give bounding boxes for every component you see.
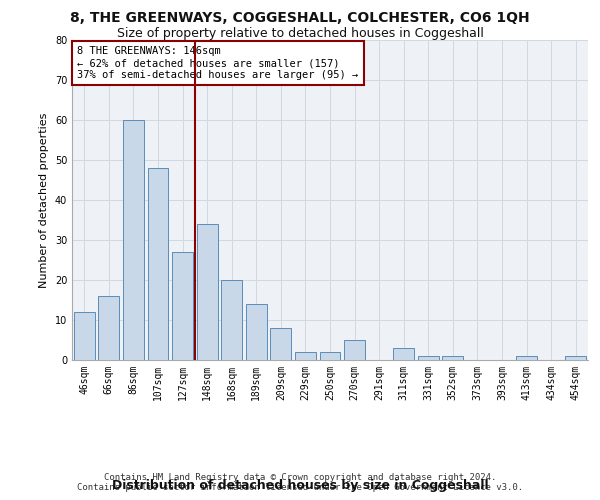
Bar (123, 120, 144, 360)
Bar (98, 296, 119, 360)
Bar (271, 328, 292, 360)
Bar (565, 356, 586, 360)
Bar (197, 224, 218, 360)
Text: Distribution of detached houses by size in Coggeshall: Distribution of detached houses by size … (112, 480, 488, 492)
Bar (320, 352, 340, 360)
Bar (172, 252, 193, 360)
Bar (295, 352, 316, 360)
Bar (148, 168, 169, 360)
Bar (393, 348, 414, 360)
Bar (442, 356, 463, 360)
Y-axis label: Number of detached properties: Number of detached properties (39, 112, 49, 288)
Bar (246, 304, 267, 360)
Bar (344, 340, 365, 360)
Bar (74, 312, 95, 360)
Text: Contains HM Land Registry data © Crown copyright and database right 2024.
Contai: Contains HM Land Registry data © Crown c… (77, 472, 523, 492)
Text: 8, THE GREENWAYS, COGGESHALL, COLCHESTER, CO6 1QH: 8, THE GREENWAYS, COGGESHALL, COLCHESTER… (70, 11, 530, 25)
Bar (221, 280, 242, 360)
Bar (418, 356, 439, 360)
Bar (516, 356, 537, 360)
Text: Size of property relative to detached houses in Coggeshall: Size of property relative to detached ho… (116, 28, 484, 40)
Text: 8 THE GREENWAYS: 146sqm
← 62% of detached houses are smaller (157)
37% of semi-d: 8 THE GREENWAYS: 146sqm ← 62% of detache… (77, 46, 358, 80)
